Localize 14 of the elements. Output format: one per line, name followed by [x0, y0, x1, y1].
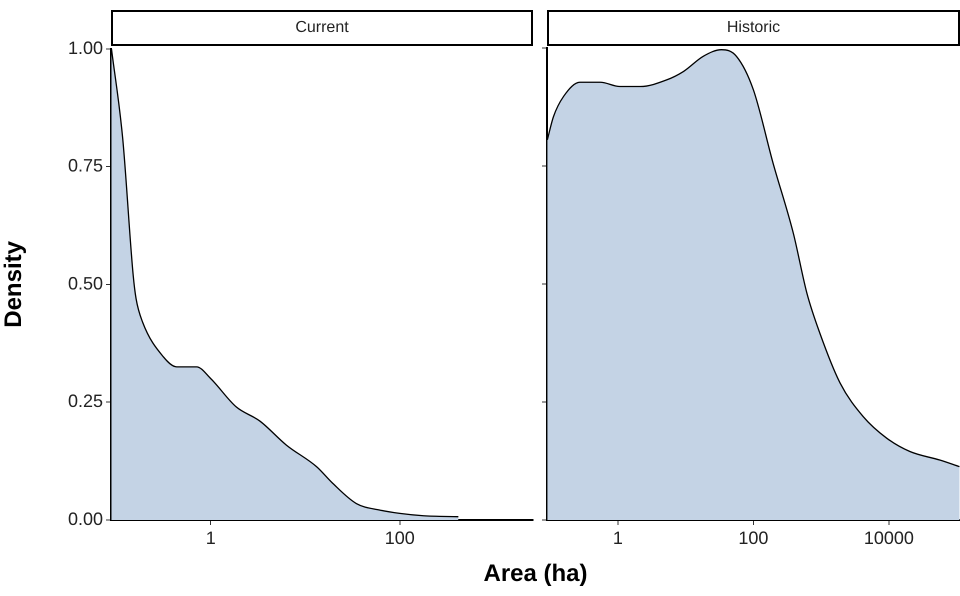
x-tick-label: 10000	[864, 528, 914, 548]
chart-title: Current	[111, 10, 533, 46]
y-tick-label: 0.75	[68, 156, 103, 176]
y-tick-label: 0.25	[68, 391, 103, 412]
chart-title: Historic	[547, 10, 960, 46]
y-tick-label: 0.50	[68, 273, 103, 294]
y-tick-label: 0.00	[68, 508, 103, 529]
x-tick-label: 100	[384, 528, 415, 548]
x-tick-label: 100	[738, 528, 768, 548]
y-axis-title: Density	[0, 240, 28, 328]
x-tick-label: 1	[206, 528, 216, 548]
x-tick-label: 1	[612, 528, 623, 548]
x-axis-title: Area (ha)	[482, 560, 589, 588]
y-tick-label: 1.00	[68, 38, 103, 58]
